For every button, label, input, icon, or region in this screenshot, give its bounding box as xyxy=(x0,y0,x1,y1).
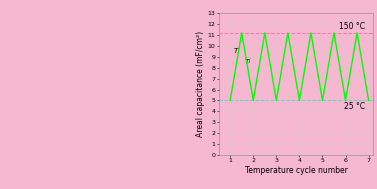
Text: 25 °C: 25 °C xyxy=(344,102,365,111)
Text: 150 °C: 150 °C xyxy=(339,22,365,31)
X-axis label: Temperature cycle number: Temperature cycle number xyxy=(245,166,347,175)
Text: $T^i$: $T^i$ xyxy=(233,46,241,57)
Y-axis label: Areal capacitance (mF/cm²): Areal capacitance (mF/cm²) xyxy=(196,31,205,137)
Text: $T^j$: $T^j$ xyxy=(244,57,252,68)
